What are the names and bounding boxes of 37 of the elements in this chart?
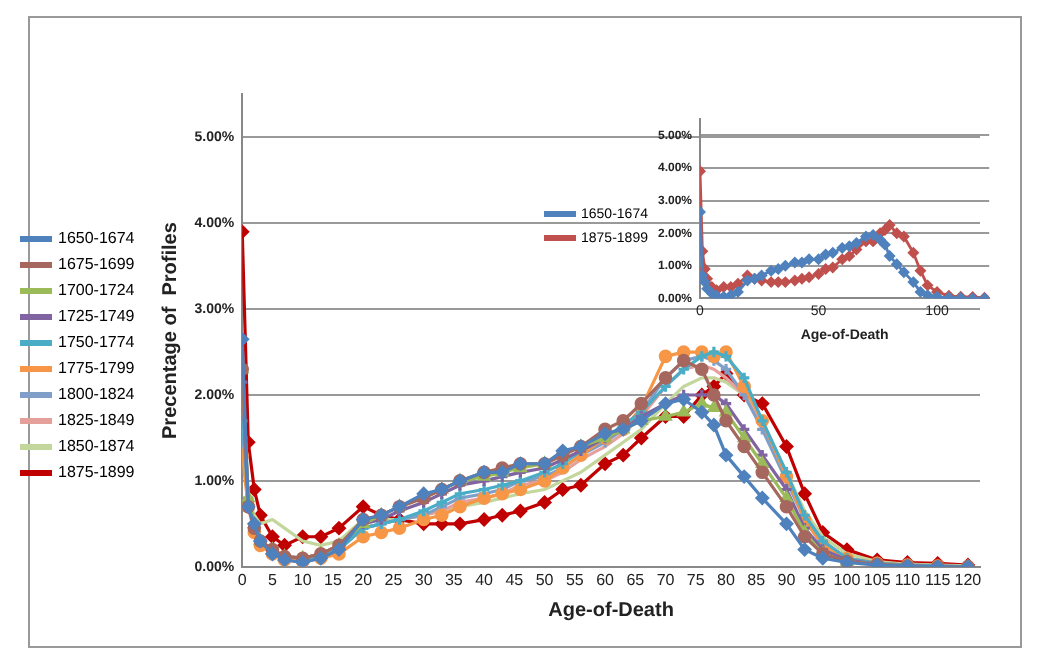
x-tick-label: 40 [475, 570, 495, 589]
x-tick-label: 120 [954, 570, 983, 589]
x-tick-label: 65 [626, 570, 646, 589]
x-tick-label: 110 [894, 570, 922, 589]
y-axis-title: Precentage of Profiles [160, 221, 183, 439]
legend-label: 1725-1749 [58, 307, 136, 326]
x-axis-title: Age-of-Death [548, 599, 674, 622]
x-tick-label: 25 [384, 570, 404, 589]
legend-label: 1875-1899 [58, 463, 136, 482]
x-tick-label: 55 [565, 570, 585, 589]
x-tick-label: 90 [777, 570, 797, 589]
x-tick-label: 30 [414, 570, 434, 589]
x-tick-label: 5 [268, 570, 278, 589]
legend-label: 1650-1674 [58, 229, 136, 248]
x-tick-label: 105 [863, 570, 892, 589]
x-tick-label: 70 [656, 570, 676, 589]
x-tick-label: 20 [354, 570, 374, 589]
x-tick-label: 75 [686, 570, 706, 589]
legend-label: 1775-1799 [58, 359, 136, 378]
x-tick-label: 80 [717, 570, 736, 589]
x-tick-label: 0 [237, 570, 248, 589]
legend-label: 1825-1849 [58, 411, 136, 430]
x-tick-label: 10 [293, 570, 313, 589]
legend-label: 1850-1874 [58, 437, 136, 456]
legend-label: 1800-1824 [58, 385, 136, 404]
x-tick-label: 45 [505, 570, 525, 589]
x-tick-label: 100 [833, 570, 862, 589]
x-tick-label: 85 [747, 570, 767, 589]
x-tick-label: 95 [807, 570, 827, 589]
x-tick-label: 115 [924, 570, 952, 589]
x-tick-label: 60 [596, 570, 616, 589]
x-tick-label: 50 [535, 570, 555, 589]
legend-label: 1750-1774 [58, 333, 136, 352]
legend-label: 1700-1724 [58, 281, 136, 300]
legend-label: 1675-1699 [58, 255, 136, 274]
x-tick-label: 15 [324, 570, 343, 589]
x-tick-label: 35 [444, 570, 464, 589]
